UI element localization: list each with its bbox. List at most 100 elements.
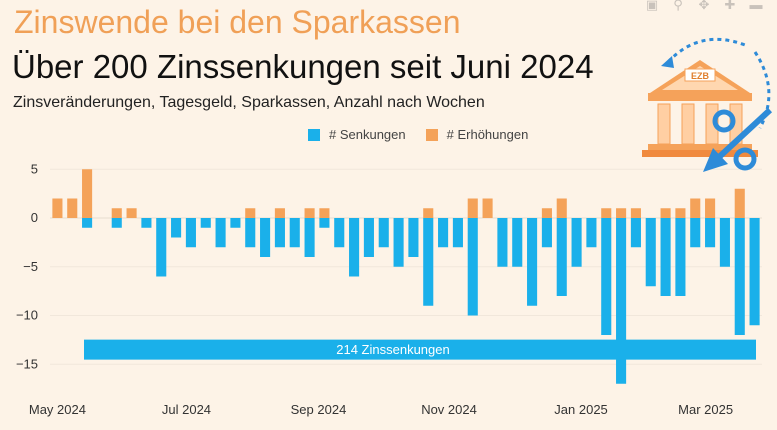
bar-senkungen[interactable] bbox=[408, 218, 419, 257]
bar-senkungen[interactable] bbox=[378, 218, 389, 248]
x-tick-label: Nov 2024 bbox=[421, 402, 477, 417]
bar-senkungen[interactable] bbox=[541, 218, 552, 248]
bar-erhoehungen[interactable] bbox=[630, 208, 641, 218]
x-tick-label: May 2024 bbox=[29, 402, 86, 417]
chart-modebar: ▣ ⚲ ✥ ✚ ▬ bbox=[645, 0, 763, 12]
bar-senkungen[interactable] bbox=[467, 218, 478, 316]
bar-erhoehungen[interactable] bbox=[304, 208, 315, 218]
bar-senkungen[interactable] bbox=[675, 218, 686, 296]
bar-senkungen[interactable] bbox=[660, 218, 671, 296]
bar-senkungen[interactable] bbox=[749, 218, 760, 326]
bar-senkungen[interactable] bbox=[245, 218, 256, 248]
y-tick-label: 5 bbox=[31, 161, 38, 176]
annotation-banner bbox=[84, 339, 756, 360]
bar-senkungen[interactable] bbox=[616, 218, 627, 384]
chart-title: Zinswende bei den Sparkassen bbox=[14, 4, 461, 40]
bar-senkungen[interactable] bbox=[171, 218, 182, 238]
bar-senkungen[interactable] bbox=[690, 218, 701, 248]
bar-senkungen[interactable] bbox=[645, 218, 656, 287]
bar-senkungen[interactable] bbox=[289, 218, 300, 248]
bar-erhoehungen[interactable] bbox=[601, 208, 612, 218]
bar-senkungen[interactable] bbox=[304, 218, 315, 257]
x-tick-label: Mar 2025 bbox=[678, 402, 733, 417]
chart-caption: Zinsveränderungen, Tagesgeld, Sparkassen… bbox=[13, 94, 485, 111]
bar-erhoehungen[interactable] bbox=[423, 208, 434, 218]
bar-senkungen[interactable] bbox=[260, 218, 271, 257]
bar-senkungen[interactable] bbox=[512, 218, 523, 267]
bar-erhoehungen[interactable] bbox=[67, 198, 78, 219]
bar-erhoehungen[interactable] bbox=[52, 198, 63, 219]
bar-senkungen[interactable] bbox=[630, 218, 641, 248]
bar-senkungen[interactable] bbox=[734, 218, 745, 335]
bar-erhoehungen[interactable] bbox=[660, 208, 671, 218]
bar-senkungen[interactable] bbox=[438, 218, 449, 248]
bar-senkungen[interactable] bbox=[571, 218, 582, 267]
bar-senkungen[interactable] bbox=[705, 218, 716, 248]
bar-senkungen[interactable] bbox=[497, 218, 508, 267]
bar-erhoehungen[interactable] bbox=[111, 208, 122, 218]
bar-erhoehungen[interactable] bbox=[467, 198, 478, 219]
bar-senkungen[interactable] bbox=[215, 218, 226, 248]
bar-senkungen[interactable] bbox=[319, 218, 330, 228]
zoom-icon[interactable]: ⚲ bbox=[673, 0, 683, 12]
bar-senkungen[interactable] bbox=[185, 218, 196, 248]
bar-erhoehungen[interactable] bbox=[616, 208, 627, 218]
bar-erhoehungen[interactable] bbox=[245, 208, 256, 218]
y-tick-label: 0 bbox=[31, 210, 38, 225]
legend-label-senkungen: # Senkungen bbox=[329, 127, 406, 142]
y-axis-ticks: 5 0 −5 −10 −15 bbox=[16, 161, 38, 371]
bar-erhoehungen[interactable] bbox=[82, 169, 93, 218]
bar-senkungen[interactable] bbox=[230, 218, 241, 228]
legend-item-erhoehungen[interactable]: # Erhöhungen bbox=[425, 127, 529, 142]
bar-senkungen[interactable] bbox=[556, 218, 567, 296]
bar-erhoehungen[interactable] bbox=[541, 208, 552, 218]
bar-senkungen[interactable] bbox=[527, 218, 538, 306]
bar-erhoehungen[interactable] bbox=[319, 208, 330, 218]
bar-erhoehungen[interactable] bbox=[556, 198, 567, 219]
x-tick-label: Jul 2024 bbox=[162, 402, 211, 417]
bar-erhoehungen[interactable] bbox=[734, 188, 745, 218]
y-gridlines bbox=[50, 168, 762, 365]
bar-senkungen[interactable] bbox=[363, 218, 374, 257]
bar-senkungen[interactable] bbox=[423, 218, 434, 306]
bar-senkungen[interactable] bbox=[141, 218, 152, 228]
bar-senkungen[interactable] bbox=[274, 218, 285, 248]
pan-icon[interactable]: ✥ bbox=[698, 0, 710, 12]
legend-swatch-senkungen bbox=[308, 128, 320, 141]
zoom-in-icon[interactable]: ✚ bbox=[724, 0, 736, 12]
bar-senkungen[interactable] bbox=[156, 218, 167, 277]
zoom-out-icon[interactable]: ▬ bbox=[749, 0, 763, 12]
bar-erhoehungen[interactable] bbox=[705, 198, 716, 219]
bar-senkungen[interactable] bbox=[82, 218, 93, 228]
x-tick-label: Sep 2024 bbox=[291, 402, 347, 417]
bar-senkungen[interactable] bbox=[452, 218, 463, 248]
bar-senkungen[interactable] bbox=[719, 218, 730, 267]
bar-erhoehungen[interactable] bbox=[126, 208, 137, 218]
bar-senkungen[interactable] bbox=[586, 218, 597, 248]
bar-senkungen[interactable] bbox=[393, 218, 404, 267]
bar-senkungen[interactable] bbox=[349, 218, 360, 277]
bar-senkungen[interactable] bbox=[111, 218, 122, 228]
x-tick-label: Jan 2025 bbox=[554, 402, 608, 417]
chart-legend: # Senkungen # Erhöhungen bbox=[308, 127, 528, 142]
bar-senkungen[interactable] bbox=[601, 218, 612, 335]
bar-senkungen[interactable] bbox=[334, 218, 345, 248]
y-tick-label: −10 bbox=[16, 308, 38, 323]
bar-senkungen[interactable] bbox=[200, 218, 211, 228]
legend-label-erhoehungen: # Erhöhungen bbox=[446, 127, 529, 142]
bar-erhoehungen[interactable] bbox=[482, 198, 493, 219]
y-tick-label: −5 bbox=[23, 259, 38, 274]
camera-icon[interactable]: ▣ bbox=[645, 0, 659, 12]
legend-item-senkungen[interactable]: # Senkungen bbox=[308, 127, 406, 142]
chart-subtitle: Über 200 Zinssenkungen seit Juni 2024 bbox=[12, 48, 594, 85]
annotation-group: 214 Zinssenkungen bbox=[84, 339, 756, 360]
bar-erhoehungen[interactable] bbox=[274, 208, 285, 218]
bar-erhoehungen[interactable] bbox=[675, 208, 686, 218]
bar-erhoehungen[interactable] bbox=[690, 198, 701, 219]
annotation-text: 214 Zinssenkungen bbox=[336, 342, 449, 357]
y-tick-label: −15 bbox=[16, 356, 38, 371]
x-axis-ticks: May 2024 Jul 2024 Sep 2024 Nov 2024 Jan 2025… bbox=[29, 402, 733, 417]
bars-group bbox=[52, 169, 760, 384]
